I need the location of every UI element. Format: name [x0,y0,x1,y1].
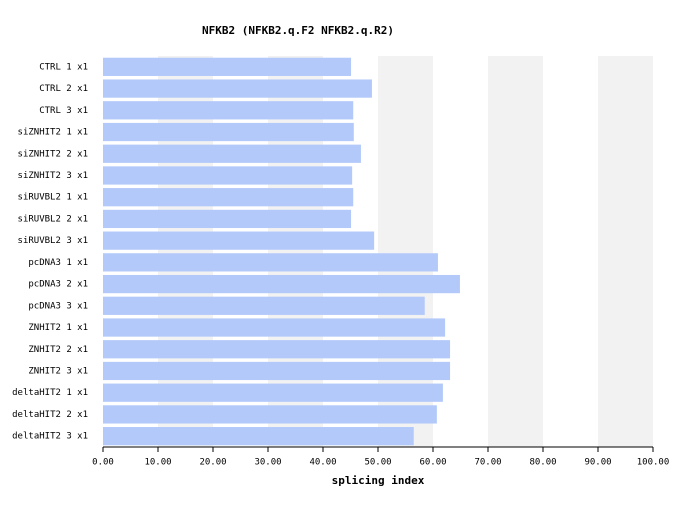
x-tick-label: 60.00 [419,458,446,468]
bar [103,253,438,272]
bar [103,340,451,359]
background-band [598,56,653,447]
y-tick-label: siZNHIT2 3 x1 [18,171,88,181]
y-tick-label: deltaHIT2 3 x1 [12,432,88,442]
x-tick-label: 100.00 [637,458,670,468]
background-band [488,56,543,447]
x-axis-title: splicing index [332,474,425,487]
bar [103,188,354,207]
y-tick-label: siZNHIT2 1 x1 [18,128,88,138]
x-tick-label: 90.00 [584,458,611,468]
y-tick-label: ZNHIT2 3 x1 [28,366,88,376]
x-tick-label: 10.00 [144,458,171,468]
background-band [378,56,433,447]
background-band [158,56,213,447]
x-tick-label: 0.00 [92,458,114,468]
bar [103,274,460,294]
x-tick-label: 30.00 [254,458,281,468]
y-tick-label: ZNHIT2 2 x1 [28,345,88,355]
x-tick-label: 70.00 [474,458,501,468]
y-tick-label: siRUVBL2 3 x1 [18,236,88,246]
y-tick-label: deltaHIT2 1 x1 [12,388,88,398]
y-tick-label: CTRL 3 x1 [39,106,88,116]
y-tick-label: ZNHIT2 1 x1 [28,323,88,333]
x-tick-label: 80.00 [529,458,556,468]
bar [103,122,354,142]
chart-title: NFKB2 (NFKB2.q.F2 NFKB2.q.R2) [202,24,394,37]
background-band [268,56,323,447]
bar [103,361,451,381]
bar [103,101,354,120]
y-tick-label: CTRL 2 x1 [39,84,88,94]
bar [103,231,375,250]
bar [103,405,437,424]
y-tick-label: CTRL 1 x1 [39,62,88,72]
bar [103,427,414,446]
bar [103,144,361,163]
bar [103,166,353,185]
y-tick-label: siRUVBL2 1 x1 [18,193,88,203]
bar [103,57,352,76]
y-tick-label: pcDNA3 2 x1 [28,280,88,290]
bar [103,383,443,402]
x-tick-label: 50.00 [364,458,391,468]
y-tick-label: pcDNA3 1 x1 [28,258,88,268]
x-tick-label: 40.00 [309,458,336,468]
y-tick-label: pcDNA3 3 x1 [28,301,88,311]
x-tick-label: 20.00 [199,458,226,468]
y-tick-label: siRUVBL2 2 x1 [18,214,88,224]
y-tick-label: deltaHIT2 2 x1 [12,410,88,420]
bar [103,79,372,98]
bar [103,296,425,315]
bar [103,209,352,229]
bar [103,318,446,337]
y-tick-label: siZNHIT2 2 x1 [18,149,88,159]
